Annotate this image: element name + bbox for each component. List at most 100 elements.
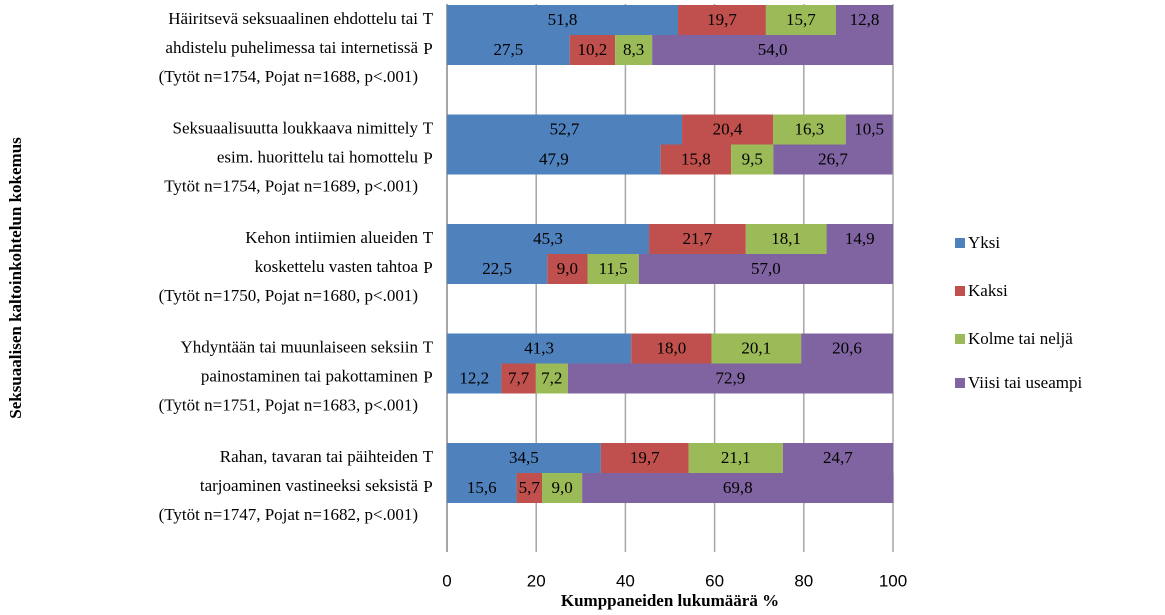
value-label: 15,7	[786, 10, 816, 29]
value-label: 45,3	[533, 229, 563, 248]
value-label: 34,5	[509, 448, 539, 467]
group-label: Häiritsevä seksuaalinen ehdottelu tai	[168, 9, 418, 28]
value-label: 12,8	[850, 10, 880, 29]
group-label: Rahan, tavaran tai päihteiden	[220, 447, 419, 466]
value-label: 7,7	[508, 368, 530, 387]
row-label: P	[423, 477, 432, 496]
x-tick-label: 100	[879, 571, 907, 590]
row-label: P	[423, 148, 432, 167]
bar-segment	[516, 473, 542, 503]
bar-segment	[447, 144, 661, 175]
value-label: 21,1	[721, 448, 751, 467]
bar-segment	[652, 35, 893, 65]
value-label: 47,9	[539, 149, 569, 168]
bar-segment	[782, 443, 893, 473]
value-label: 20,4	[713, 119, 743, 138]
bar-segment	[567, 363, 893, 394]
bar-segment	[535, 363, 568, 394]
group-label: (Tytöt n=1754, Pojat n=1688, p<.001)	[159, 67, 418, 86]
bar-segment	[447, 443, 601, 473]
bar-segment	[845, 114, 893, 145]
value-label: 9,5	[742, 149, 763, 168]
value-label: 16,3	[795, 119, 825, 138]
value-label: 20,6	[832, 338, 862, 357]
row-label: T	[423, 447, 434, 466]
row-label: T	[423, 118, 434, 137]
legend-label: Viisi tai useampi	[968, 373, 1082, 392]
bar-segment	[569, 35, 616, 65]
group-label: Seksuaalisuutta loukkaava nimittely	[172, 118, 418, 137]
row-label: P	[423, 39, 432, 58]
bar-segment	[688, 443, 783, 473]
group-label: Tytöt n=1754, Pojat n=1689, p<.001)	[164, 176, 418, 195]
bar-segment	[745, 224, 827, 254]
row-label: T	[423, 337, 434, 356]
bar-segment	[447, 333, 632, 364]
group-label: koskettelu vasten tahtoa	[255, 257, 419, 276]
bar-segment	[660, 144, 732, 175]
bar-segment	[826, 224, 893, 254]
value-label: 54,0	[758, 40, 788, 59]
value-label: 69,8	[723, 478, 753, 497]
value-label: 14,9	[845, 229, 875, 248]
value-label: 24,7	[823, 448, 853, 467]
value-label: 57,0	[751, 259, 781, 278]
group-label: (Tytöt n=1751, Pojat n=1683, p<.001)	[159, 395, 418, 414]
legend-swatch	[955, 286, 965, 296]
bar-segment	[765, 5, 836, 35]
row-label: P	[423, 367, 432, 386]
legend-swatch	[955, 334, 965, 344]
bar-segment	[582, 473, 894, 503]
x-tick-label: 0	[442, 571, 451, 590]
value-label: 27,5	[493, 40, 523, 59]
group-label: tarjoaminen vastineeksi seksistä	[200, 476, 419, 495]
row-label: T	[423, 228, 434, 247]
value-label: 26,7	[818, 149, 848, 168]
bar-segment	[587, 254, 639, 284]
bar-segment	[773, 144, 893, 175]
value-label: 10,2	[578, 40, 608, 59]
value-label: 41,3	[524, 338, 554, 357]
value-label: 11,5	[599, 259, 628, 278]
bar-segment	[547, 254, 588, 284]
group-label: ahdistelu puhelimessa tai internetissä	[165, 38, 418, 57]
value-label: 21,7	[683, 229, 713, 248]
value-label: 7,2	[541, 368, 562, 387]
value-label: 15,8	[681, 149, 711, 168]
value-label: 20,1	[741, 338, 771, 357]
bar-segment	[678, 5, 766, 35]
x-tick-label: 80	[794, 571, 813, 590]
bar-segment	[600, 443, 689, 473]
bar-segment	[631, 333, 712, 364]
bar-segment	[501, 363, 536, 394]
value-label: 19,7	[630, 448, 660, 467]
legend-label: Kolme tai neljä	[968, 329, 1073, 348]
bar-segment	[773, 114, 846, 145]
x-axis-title: Kumppaneiden lukumäärä %	[561, 591, 779, 610]
value-label: 8,3	[623, 40, 644, 59]
group-label: painostaminen tai pakottaminen	[201, 366, 419, 385]
value-label: 52,7	[550, 119, 580, 138]
bar-segment	[447, 35, 570, 65]
legend-label: Yksi	[968, 233, 1000, 252]
x-tick-label: 60	[705, 571, 724, 590]
legend-swatch	[955, 378, 965, 388]
group-label: esim. huorittelu tai homottelu	[217, 147, 419, 166]
bar-segment	[447, 224, 650, 254]
y-axis-title: Seksuaalisen kaltoinkohtelun kokemus	[6, 137, 25, 419]
bar-segment	[801, 333, 893, 364]
bar-segment	[447, 363, 502, 394]
bar-segment	[541, 473, 583, 503]
x-tick-label: 40	[616, 571, 635, 590]
value-label: 18,1	[771, 229, 801, 248]
legend-label: Kaksi	[968, 281, 1008, 300]
value-label: 72,9	[716, 368, 746, 387]
legend-swatch	[955, 238, 965, 248]
bar-segment	[711, 333, 802, 364]
x-tick-label: 20	[527, 571, 546, 590]
value-label: 19,7	[707, 10, 737, 29]
value-label: 12,2	[459, 368, 489, 387]
value-label: 22,5	[482, 259, 512, 278]
value-label: 51,8	[548, 10, 578, 29]
